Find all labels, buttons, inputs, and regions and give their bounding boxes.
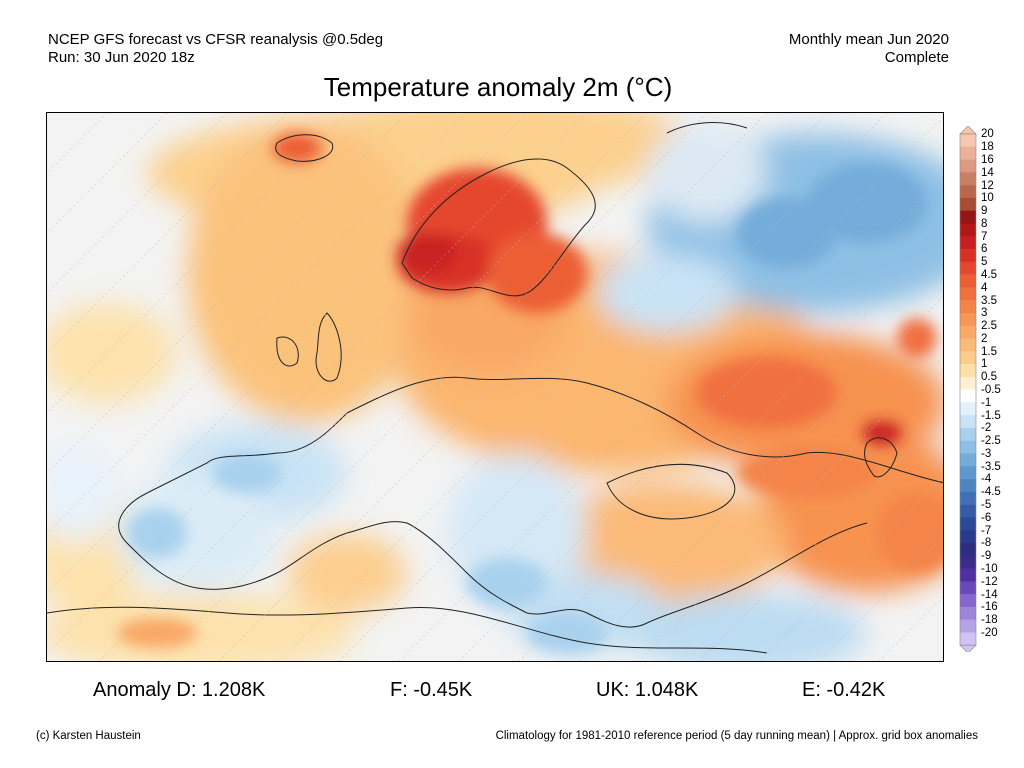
colorbar-swatch [960,517,976,531]
colorbar-swatch [960,223,976,237]
colorbar-swatch [960,491,976,505]
colorbar-swatch [960,542,976,557]
colorbar-swatch [960,389,976,403]
colorbar-swatch [960,594,976,608]
colorbar-swatch [960,172,976,186]
colorbar-tick-label: 1 [981,358,988,371]
colorbar-swatch [960,300,976,314]
map-canvas [47,113,943,661]
colorbar-tick-label: 4.5 [981,269,997,281]
graticule [47,113,943,661]
anomaly-spain: E: -0.42K [802,679,886,701]
colorbar-tick-label: -2 [981,422,992,435]
anomaly-uk: UK: 1.048K [596,679,699,701]
colorbar-swatch [960,338,976,352]
colorbar-swatch [960,632,976,646]
colorbar-tick-label: 2.5 [981,320,997,333]
colorbar-tick-label: -8 [981,537,992,550]
colorbar-swatch [960,325,976,339]
colorbar-swatch [960,197,976,211]
colorbar-tick-label: -7 [981,524,992,537]
colorbar-swatch [960,364,976,378]
colorbar-tick-label: 3.5 [981,294,997,307]
colorbar-swatch [960,555,976,569]
colorbar-tick-label: -0.5 [981,384,1001,396]
copyright: (c) Karsten Haustein [36,730,141,742]
map-title: Temperature anomaly 2m (°C) [323,72,673,102]
colorbar-tick-label: -12 [981,575,998,588]
colorbar-tick-label: 8 [981,217,988,230]
colorbar-tick-label: 1.5 [981,345,997,358]
anomaly-france: F: -0.45K [390,679,473,701]
colorbar-tick-label: 3 [981,307,988,320]
colorbar-swatch [960,479,976,493]
colorbar-tick-label: 5 [981,256,988,269]
colorbar-tick-label: -16 [981,601,998,614]
colorbar-swatch [960,210,976,224]
colorbar-tick-label: -5 [981,499,992,511]
colorbar-swatch [960,415,976,429]
colorbar-tick-label: -6 [981,511,992,524]
run-label: Run: 30 Jun 2020 18z [48,49,195,66]
colorbar-swatch [960,134,976,148]
model-label: NCEP GFS forecast vs CFSR reanalysis @0.… [48,31,384,48]
colorbar-tick-label: -1 [981,396,992,409]
colorbar-swatch [960,185,976,199]
colorbar-min-arrow [959,644,977,652]
colorbar-tick-label: 14 [981,166,994,179]
header-left: NCEP GFS forecast vs CFSR reanalysis @0.… [48,31,383,67]
colorbar-tick-label: 20 [981,128,994,141]
colorbar-tick-label: -18 [981,614,998,626]
colorbar-swatch [960,427,976,442]
colorbar-tick-label: 16 [981,153,994,166]
colorbar-swatch [960,619,976,633]
colorbar-swatch [960,312,976,326]
colorbar-swatch [960,568,976,582]
anomaly-map [46,112,944,662]
colorbar-tick-label: -10 [981,562,998,575]
colorbar-swatch [960,453,976,467]
colorbar-tick-label: 18 [981,141,994,154]
colorbar-tick-label: 10 [981,192,994,205]
colorbar-tick-label: 0.5 [981,371,997,384]
colorbar-tick-label: -3 [981,447,992,460]
colorbar-tick-label: -2.5 [981,435,1001,448]
status-label: Complete [884,49,949,66]
colorbar-swatch [960,274,976,288]
colorbar-swatch [960,249,976,263]
colorbar-swatch [960,440,976,454]
colorbar-swatch [960,287,976,301]
colorbar-tick-label: -3.5 [981,460,1001,473]
colorbar-swatch [960,581,976,595]
colorbar-tick-label: 2 [981,332,988,345]
colorbar-max-arrow [959,126,977,135]
colorbar-swatch [960,530,976,544]
colorbar-tick-label: 6 [981,243,988,256]
colorbar-swatch [960,606,976,620]
colorbar-tick-label: -1.5 [981,409,1001,422]
period-label: Monthly mean Jun 2020 [788,31,949,48]
colorbar-tick-label: 7 [981,230,988,243]
colorbar-swatch [960,376,976,390]
header-right: Monthly mean Jun 2020 Complete [789,31,949,67]
colorbar-tick-label: -20 [981,626,998,639]
climatology-note: Climatology for 1981-2010 reference peri… [495,730,978,742]
colorbar-swatch [960,236,976,250]
colorbar-swatch [960,504,976,518]
colorbar-swatch [960,466,976,480]
colorbar [959,126,977,652]
colorbar-tick-label: 9 [981,205,988,218]
colorbar-tick-label: -9 [981,550,992,563]
anomaly-germany: Anomaly D: 1.208K [93,679,266,701]
colorbar-swatch [960,351,976,365]
colorbar-swatch [960,146,976,160]
colorbar-tick-label: -4.5 [981,486,1001,499]
colorbar-swatch [960,261,976,275]
colorbar-tick-label: 4 [981,281,988,294]
colorbar-tick-label: -4 [981,473,992,486]
colorbar-tick-label: -14 [981,588,998,601]
colorbar-tick-label: 12 [981,179,994,192]
colorbar-swatch [960,159,976,173]
colorbar-swatch [960,402,976,416]
